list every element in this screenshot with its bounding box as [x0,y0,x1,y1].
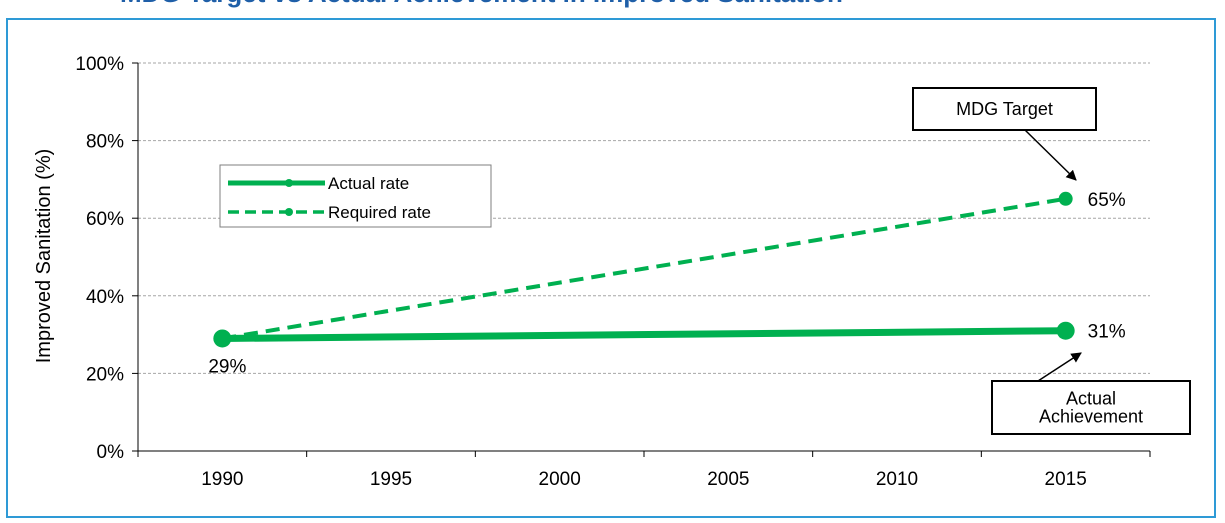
x-tick-labels: 1990 1995 2000 2005 2010 2015 [201,469,1087,490]
y-tick-label-4: 80% [86,132,124,153]
annotation-arrow-1 [1037,352,1082,382]
data-point-1-1 [1058,191,1073,206]
series-line-0 [222,327,1066,342]
y-tick-label-5: 100% [75,54,124,75]
annotation-text-1-1: Achievement [1039,406,1143,426]
x-tick-label-1: 1995 [370,469,412,490]
y-tick-label-3: 60% [86,209,124,230]
legend-marker-required [285,208,293,216]
annotation-box-1 [991,380,1191,435]
legend: Actual rate Required rate [219,164,492,228]
x-tick-label-2: 2000 [539,469,581,490]
data-point-0-1 [1056,321,1075,340]
legend-label-actual: Actual rate [328,174,409,193]
chart-frame [6,18,1216,518]
axes [132,62,1151,457]
x-tick-label-3: 2005 [707,469,749,490]
annotation-text-1-0: Actual [1066,389,1116,409]
series-line-1 [222,196,1066,341]
x-tick-label-4: 2010 [876,469,918,490]
data-label-0-0: 29% [208,356,246,377]
chart-header: MDG Target vs Actual Achievement in Impr… [120,0,843,9]
annotation-arrow-0 [1024,129,1077,181]
y-tick-label-1: 20% [86,364,124,385]
y-tick-label-2: 40% [86,287,124,308]
chart-title-strip: MDG Target vs Actual Achievement in Impr… [0,0,1225,12]
legend-marker-actual [285,179,293,187]
series-lines [213,191,1075,348]
annotation-text-0-0: MDG Target [956,99,1053,119]
x-tick-label-5: 2015 [1045,469,1087,490]
y-axis-title: Improved Sanitation (%) [33,149,55,364]
grid-lines [138,62,1150,374]
data-label-0-1: 31% [1088,322,1126,343]
y-tick-label-0: 0% [97,442,125,463]
data-label-1-1: 65% [1088,190,1126,211]
legend-box [219,164,492,228]
data-labels: 29% 31% 65% [208,190,1125,378]
x-tick-label-0: 1990 [201,469,243,490]
data-point-1-0 [215,331,230,346]
y-tick-labels: 0% 20% 40% 60% 80% 100% [75,54,124,463]
legend-label-required: Required rate [328,203,431,222]
annotation-box-0 [912,87,1097,131]
